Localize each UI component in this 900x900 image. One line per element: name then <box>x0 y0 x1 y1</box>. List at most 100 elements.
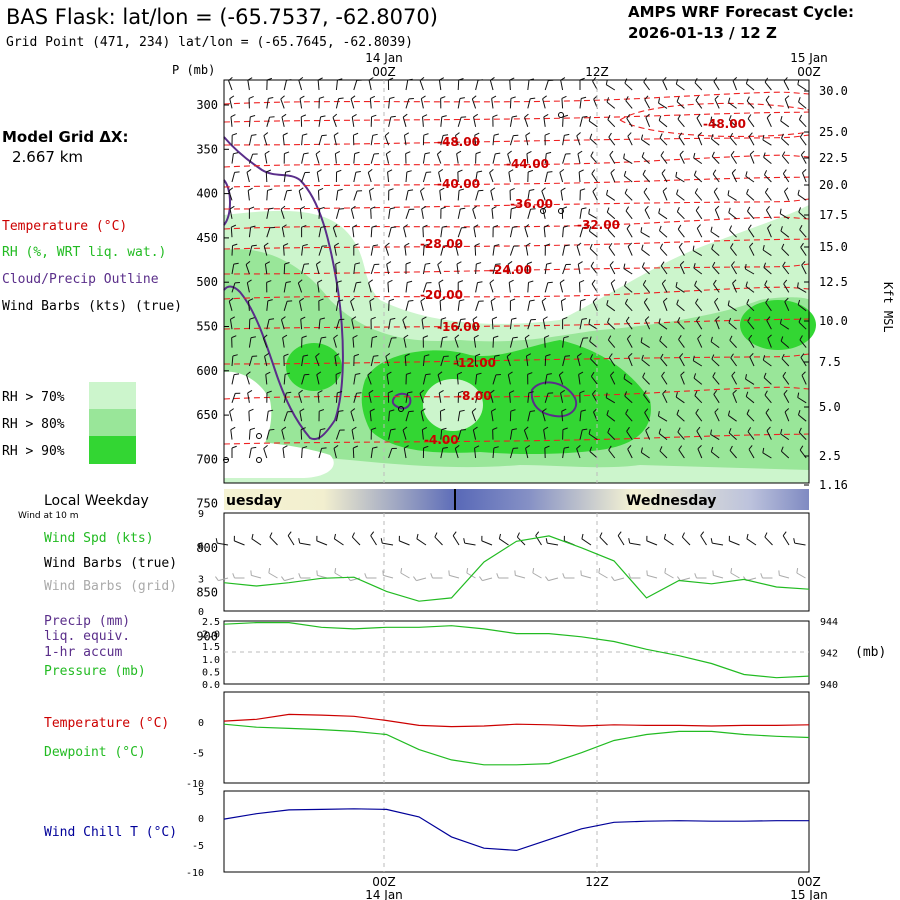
wind-barb <box>541 301 546 311</box>
wind-barb <box>281 116 285 127</box>
wind-barb <box>440 429 443 440</box>
wind-barb-flag <box>319 96 325 99</box>
wind-barb <box>658 212 668 220</box>
wind-barb <box>281 429 285 440</box>
wind-barb-flag <box>730 353 734 359</box>
wind-barb-grid <box>598 572 608 579</box>
wind-barb-flag <box>371 225 377 228</box>
wind-barb-flag <box>300 206 306 210</box>
wind-barb <box>370 448 374 459</box>
weekday-day2: Wednesday <box>626 493 716 509</box>
wind-barb-flag <box>748 132 753 137</box>
wind-barb <box>283 374 286 385</box>
wind-barb-true-flag <box>516 532 520 538</box>
wind-barb <box>475 392 479 403</box>
wind-barb-true <box>664 538 674 546</box>
wind-barb <box>732 283 738 293</box>
wind-barb-flag <box>251 244 257 247</box>
windchill-panel <box>223 790 810 873</box>
wind-barb <box>300 429 303 440</box>
wind-barb <box>318 337 322 348</box>
wind-barb-flag <box>284 372 291 375</box>
wind-barb <box>248 227 252 238</box>
wind-barb <box>799 136 807 146</box>
wind-barb-flag <box>710 336 713 342</box>
wind-barb-flag <box>455 242 461 247</box>
wind-barb <box>492 374 497 385</box>
wind-barb <box>457 190 460 201</box>
wind-barb <box>318 448 323 459</box>
wind-barb <box>248 337 252 348</box>
wind-barb-flag <box>762 134 765 140</box>
wind-barb <box>370 264 375 275</box>
wind-barb-grid-flag <box>250 570 252 576</box>
wind-barb-flag <box>334 353 340 357</box>
wind-barb <box>544 282 549 293</box>
wind-barb-grid <box>730 572 740 579</box>
wind-barb-grid-flag <box>268 567 271 574</box>
wind-barb <box>368 282 372 293</box>
legend-rh70: RH > 70% <box>2 390 65 405</box>
wind-barb <box>544 153 547 164</box>
wind-barb-flag <box>442 225 448 228</box>
wind-barb-flag <box>642 169 646 175</box>
wind-barb <box>388 319 391 330</box>
wind-barb-flag <box>658 428 662 434</box>
wind-barb-flag <box>475 353 481 357</box>
wind-barb <box>527 98 531 109</box>
wind-barb <box>526 263 529 275</box>
wind-barb-grid <box>218 577 229 582</box>
wind-barb-true <box>629 542 641 546</box>
wind-barb <box>457 319 462 330</box>
wind-barb <box>440 135 444 146</box>
wind-barb <box>544 393 549 403</box>
isotherm <box>223 263 810 275</box>
wind-barb <box>659 137 668 146</box>
wind-barb-grid <box>581 574 592 579</box>
wind-barb <box>524 117 529 127</box>
label-precip: Precip (mm) <box>44 614 130 629</box>
wind-barb <box>562 227 564 238</box>
wind-barb <box>403 135 407 146</box>
wind-barb-flag <box>781 151 786 157</box>
wind-barb <box>625 320 633 330</box>
wind-barb <box>318 227 322 238</box>
wind-barb <box>661 173 668 183</box>
wind-barb <box>388 448 393 459</box>
wind-barb-flag <box>493 446 499 449</box>
wind-barb-flag <box>581 318 587 320</box>
wind-barb-flag <box>711 151 715 157</box>
p-tick-label: 700 <box>196 452 218 466</box>
wind-barb <box>402 319 407 330</box>
wind-barb-flag <box>675 281 678 288</box>
wind-barb-flag <box>640 227 643 233</box>
wind-barb <box>283 392 287 403</box>
wind-barb <box>748 338 755 348</box>
wind-barb <box>695 210 703 220</box>
wind-barb-flag <box>234 171 240 173</box>
wind-barb-flag <box>230 426 236 431</box>
wind-barb <box>492 153 496 164</box>
wind-barb-flag <box>606 207 610 213</box>
wind-barb <box>335 282 338 293</box>
legend-rh80-swatch <box>89 409 136 436</box>
wind-barb <box>439 190 442 201</box>
wind-barb <box>350 301 355 311</box>
wind-barb-flag <box>333 445 339 449</box>
wind-barb <box>334 153 337 164</box>
wind-barb <box>280 209 285 219</box>
wind-barb <box>730 154 738 164</box>
wind-barb <box>645 117 651 127</box>
wind-barb <box>746 83 755 91</box>
wind-barb-flag <box>624 281 627 287</box>
wind-barb-flag <box>441 427 447 431</box>
wind-barb <box>747 228 755 238</box>
wind-barb-flag <box>231 224 237 228</box>
wind-barb-flag <box>356 281 362 284</box>
legend-rh80: RH > 80% <box>2 417 65 432</box>
wind-barb <box>727 194 737 201</box>
wind-barb-flag <box>438 169 443 173</box>
wind-barb-flag <box>764 280 768 286</box>
wind-barb-flag <box>443 244 449 247</box>
p-tick-label: 650 <box>196 408 218 422</box>
